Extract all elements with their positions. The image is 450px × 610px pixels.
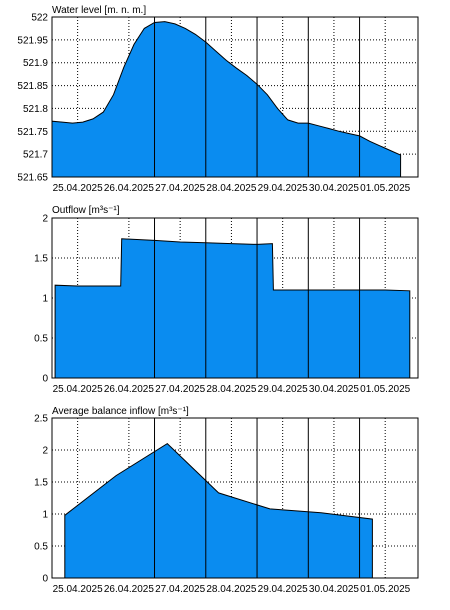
y-tick-label: 521.8 <box>23 104 48 115</box>
x-tick-label: 28.04.2025 <box>206 183 256 194</box>
y-tick-label: 521.75 <box>17 127 48 138</box>
x-tick-label: 30.04.2025 <box>309 584 359 595</box>
y-tick-label: 1.5 <box>34 254 48 265</box>
y-tick-label: 521.85 <box>17 81 48 92</box>
chart-panel-balance-inflow: Average balance inflow [m³s⁻¹] 2.5 2 1.5 1 0… <box>34 406 419 595</box>
chart-panel-water-level: Water level [m. n. m.] 522 521.95 521.9 521… <box>17 5 419 194</box>
plot-frame <box>51 417 419 579</box>
y-tick-label: 521.7 <box>23 150 48 161</box>
balance-inflow-area <box>64 442 373 579</box>
x-tick-label: 25.04.2025 <box>53 584 103 595</box>
y-tick-label: 1.5 <box>34 478 48 489</box>
x-tick-label: 26.04.2025 <box>104 384 154 395</box>
y-tick-label: 522 <box>31 13 48 24</box>
y-tick-label: 0 <box>42 574 48 585</box>
x-tick-label: 01.05.2025 <box>360 183 410 194</box>
x-tick-label: 28.04.2025 <box>206 384 256 395</box>
x-tick-label: 29.04.2025 <box>258 384 308 395</box>
y-tick-label: 521.95 <box>17 35 48 46</box>
plot-frame <box>51 217 419 379</box>
y-tick-label: 2.5 <box>34 414 48 425</box>
y-tick-label: 0.5 <box>34 542 48 553</box>
y-tick-label: 2 <box>42 446 48 457</box>
x-tick-label: 30.04.2025 <box>309 183 359 194</box>
x-tick-label: 26.04.2025 <box>104 584 154 595</box>
y-tick-label: 1 <box>42 510 48 521</box>
x-tick-label: 01.05.2025 <box>360 384 410 395</box>
x-tick-label: 29.04.2025 <box>258 183 308 194</box>
x-tick-label: 29.04.2025 <box>258 584 308 595</box>
x-tick-label: 28.04.2025 <box>206 584 256 595</box>
x-tick-label: 27.04.2025 <box>155 584 205 595</box>
x-tick-label: 27.04.2025 <box>155 183 205 194</box>
chart-title: Average balance inflow [m³s⁻¹] <box>52 406 189 417</box>
chart-title: Outflow [m³s⁻¹] <box>52 205 120 216</box>
chart-title: Water level [m. n. m.] <box>52 5 146 16</box>
plot-frame <box>51 16 419 178</box>
x-tick-label: 25.04.2025 <box>53 384 103 395</box>
y-tick-label: 0 <box>42 374 48 385</box>
y-tick-label: 521.9 <box>23 58 48 69</box>
x-tick-label: 01.05.2025 <box>360 584 410 595</box>
x-tick-label: 27.04.2025 <box>155 384 205 395</box>
outflow-area <box>54 238 411 379</box>
x-tick-label: 26.04.2025 <box>104 183 154 194</box>
chart-panel-outflow: Outflow [m³s⁻¹] 2 1.5 1 0.5 0 25.04.2025 26.0… <box>34 205 419 395</box>
water-level-area <box>51 21 402 178</box>
y-tick-label: 1 <box>42 294 48 305</box>
x-tick-label: 30.04.2025 <box>309 384 359 395</box>
x-tick-label: 25.04.2025 <box>53 183 103 194</box>
y-tick-label: 521.65 <box>17 173 48 184</box>
y-tick-label: 2 <box>42 214 48 225</box>
y-tick-label: 0.5 <box>34 334 48 345</box>
